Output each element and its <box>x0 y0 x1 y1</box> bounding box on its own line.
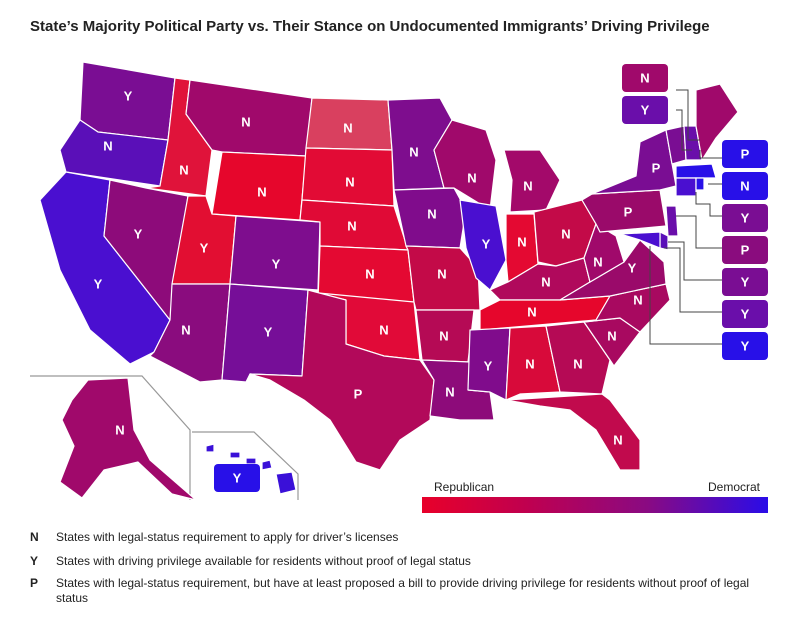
callout-label: Y <box>741 275 750 290</box>
callout-label: Y <box>741 211 750 226</box>
state-label-nv: Y <box>134 227 143 242</box>
state-rhode-island[interactable] <box>695 177 705 191</box>
state-mississippi[interactable] <box>467 327 511 401</box>
state-label-nd: N <box>343 121 352 136</box>
hawaii-inset-border <box>192 431 299 500</box>
state-label-tn: N <box>527 305 536 320</box>
state-label-sc: N <box>607 329 616 344</box>
state-label-in: N <box>517 235 526 250</box>
state-wisconsin[interactable] <box>433 119 497 211</box>
party-color-scale <box>422 497 768 513</box>
state-hawaii[interactable] <box>205 443 297 495</box>
state-label-mo: N <box>437 267 446 282</box>
callout-me: N <box>622 64 668 92</box>
state-alabama[interactable] <box>505 325 561 401</box>
state-texas[interactable] <box>249 289 435 471</box>
state-label-va: Y <box>628 261 637 276</box>
state-label-ne: N <box>347 219 356 234</box>
callout-label: Y <box>641 103 650 118</box>
scale-label-republican: Republican <box>434 480 495 494</box>
state-label-mn: N <box>409 145 418 160</box>
state-label-la: N <box>445 385 454 400</box>
state-label-ms: Y <box>484 359 493 374</box>
state-label-co: Y <box>272 257 281 272</box>
callout-ma: P <box>722 140 768 168</box>
callout-label: Y <box>741 307 750 322</box>
state-label-ky: N <box>541 275 550 290</box>
callout-box <box>722 332 768 360</box>
callout-box <box>622 96 668 124</box>
callout-md: Y <box>722 300 768 328</box>
legend-code: P <box>30 576 39 590</box>
callout-label: Y <box>741 339 750 354</box>
callout-ct: Y <box>722 204 768 232</box>
state-label-ia: N <box>427 207 436 222</box>
state-label-ut: Y <box>200 241 209 256</box>
callout-box <box>622 64 668 92</box>
legend-code: Y <box>30 554 39 568</box>
callout-label: P <box>741 243 750 258</box>
state-west-virginia[interactable] <box>583 223 625 283</box>
callout-de: Y <box>722 268 768 296</box>
state-label-nm: Y <box>264 325 273 340</box>
state-label-ga: N <box>573 357 582 372</box>
callout-nj: P <box>722 236 768 264</box>
state-label-hi: Y <box>233 471 242 486</box>
hawaii-label-box <box>214 464 260 492</box>
callout-box <box>722 300 768 328</box>
callout-label: N <box>740 179 749 194</box>
map-title: State’s Majority Political Party vs. The… <box>30 18 710 35</box>
state-label-al: N <box>525 357 534 372</box>
state-label-wy: N <box>257 185 266 200</box>
callout-dc: Y <box>722 332 768 360</box>
state-new-jersey[interactable] <box>665 205 679 237</box>
state-virginia[interactable] <box>559 239 667 301</box>
alaska-inset-border <box>30 375 191 500</box>
callout-box <box>722 236 768 264</box>
state-label-nc: N <box>633 293 642 308</box>
state-label-wa: Y <box>124 89 133 104</box>
legend-text: States with legal-status requirement, bu… <box>56 576 750 605</box>
callout-label: N <box>640 71 649 86</box>
state-label-wi: N <box>467 171 476 186</box>
state-label-id: N <box>179 163 188 178</box>
state-label-mt: N <box>241 115 250 130</box>
legend-code: N <box>30 530 39 544</box>
callout-box <box>722 140 768 168</box>
callout-box <box>722 204 768 232</box>
state-florida[interactable] <box>505 393 641 471</box>
state-label-ny: P <box>652 161 661 176</box>
state-label-ok: N <box>379 323 388 338</box>
state-label-mi: N <box>523 179 532 194</box>
legend-text: States with legal-status requirement to … <box>56 530 399 544</box>
state-label-fl: N <box>613 433 622 448</box>
state-label-sd: N <box>345 175 354 190</box>
state-alaska[interactable] <box>59 377 197 501</box>
state-label-wv: N <box>593 255 602 270</box>
state-label-oh: N <box>561 227 570 242</box>
state-label-ca: Y <box>94 277 103 292</box>
state-label-or: N <box>103 139 112 154</box>
state-label-il: Y <box>482 237 491 252</box>
state-label-tx: P <box>354 387 363 402</box>
state-label-ar: N <box>439 329 448 344</box>
scale-label-democrat: Democrat <box>708 480 761 494</box>
callout-box <box>722 268 768 296</box>
state-maine[interactable] <box>695 83 739 161</box>
callout-box <box>722 172 768 200</box>
state-label-pa: P <box>624 205 633 220</box>
state-label-az: N <box>181 323 190 338</box>
state-massachusetts[interactable] <box>675 163 717 179</box>
state-label-ak: N <box>115 423 124 438</box>
state-georgia[interactable] <box>545 321 611 395</box>
callout-nh: Y <box>622 96 668 124</box>
callout-ri: N <box>722 172 768 200</box>
legend-text: States with driving privilege available … <box>56 554 471 568</box>
state-label-ks: N <box>365 267 374 282</box>
state-maryland[interactable] <box>619 231 661 249</box>
callout-label: P <box>741 147 750 162</box>
